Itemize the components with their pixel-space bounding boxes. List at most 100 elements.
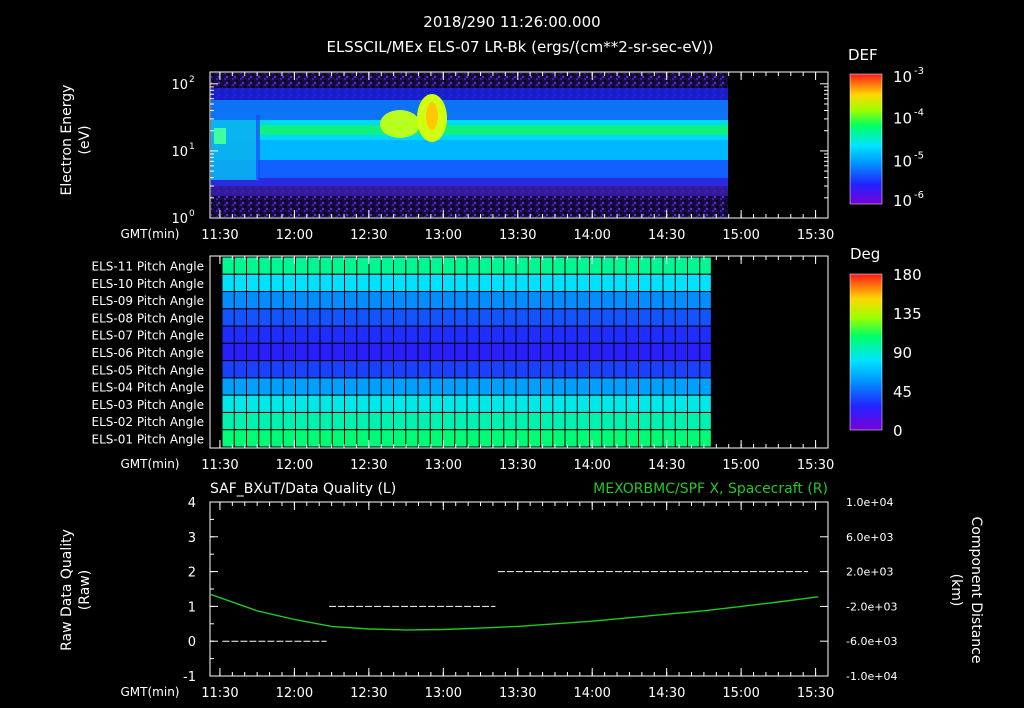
deg-cb-tick-label: 90 xyxy=(893,344,912,362)
x-tick-label: 12:30 xyxy=(350,686,387,701)
x-tick-label: 14:00 xyxy=(573,686,610,701)
def-cb-tick-label: 10 xyxy=(893,68,912,86)
right-y-tick-label: -1.0e+04 xyxy=(846,670,897,683)
left-y-tick-label: 3 xyxy=(188,531,196,546)
energy-y-tick-label: 10 xyxy=(171,145,188,160)
pitch-row-label: ELS-11 Pitch Angle xyxy=(92,260,204,274)
pitch-row-label: ELS-02 Pitch Angle xyxy=(92,415,204,429)
x-tick-label: 13:30 xyxy=(499,458,536,473)
def-cb-tick-label: 10 xyxy=(893,109,912,127)
energy-spectrogram xyxy=(209,71,829,219)
def-cb-tick-exponent: -3 xyxy=(914,66,924,77)
deg-cb-tick-label: 180 xyxy=(893,266,922,284)
energy-y-tick-exponent: 2 xyxy=(189,75,195,85)
pitch-row-label: ELS-08 Pitch Angle xyxy=(92,311,204,325)
pitch-row-label: ELS-06 Pitch Angle xyxy=(92,346,204,360)
energy-y-tick-exponent: 0 xyxy=(189,209,195,219)
x-minor-ticks xyxy=(219,502,829,676)
energy-y-tick-label: 10 xyxy=(171,212,188,227)
def-colorbar-label: DEF xyxy=(848,46,878,64)
left-y-tick-label: 1 xyxy=(188,600,196,615)
x-tick-label: 13:30 xyxy=(499,686,536,701)
time-axis-1: 11:30 12:00 12:30 13:00 13:30 14:00 14:30 15:00… xyxy=(201,72,834,243)
gmt-label-1: GMT(min) xyxy=(121,227,180,241)
x-tick-label: 15:30 xyxy=(797,686,834,701)
time-axis-2: 11:30 12:00 12:30 13:00 13:30 14:00 14:30 15:00… xyxy=(201,256,834,473)
x-tick-label: 12:30 xyxy=(350,228,387,243)
def-cb-tick-label: 10 xyxy=(893,153,912,171)
x-minor-ticks xyxy=(219,72,829,218)
gmt-label-2: GMT(min) xyxy=(121,457,180,471)
x-tick-label: 14:00 xyxy=(573,458,610,473)
x-tick-label: 14:30 xyxy=(648,686,685,701)
x-tick-label: 11:30 xyxy=(201,228,238,243)
x-tick-label: 12:00 xyxy=(276,458,313,473)
pitch-row-label: ELS-09 Pitch Angle xyxy=(92,294,204,308)
data-quality-panel: SAF_BXuT/Data Quality (L) MEXORBMC/SPF X… xyxy=(59,481,984,685)
x-tick-label: 12:00 xyxy=(276,228,313,243)
quality-left-yunits: (Raw) xyxy=(77,570,93,610)
deg-colorbar-label: Deg xyxy=(850,245,880,263)
x-tick-label: 11:30 xyxy=(201,458,238,473)
def-cb-tick-exponent: -6 xyxy=(914,190,924,201)
pitch-row-label: ELS-07 Pitch Angle xyxy=(92,329,204,343)
deg-cb-tick-label: 0 xyxy=(893,422,903,440)
def-colorbar-scale xyxy=(849,73,883,205)
plot-title: ELSSCIL/MEx ELS-07 LR-Bk (ergs/(cm**2-sr… xyxy=(326,38,713,56)
right-y-tick-label: -2.0e+03 xyxy=(846,600,897,613)
def-cb-tick-exponent: -5 xyxy=(914,151,924,162)
x-tick-label: 14:30 xyxy=(648,228,685,243)
x-tick-label: 13:00 xyxy=(425,228,462,243)
x-tick-label: 15:00 xyxy=(722,228,759,243)
left-y-tick-label: 0 xyxy=(188,635,196,650)
def-cb-tick-label: 10 xyxy=(893,192,912,210)
def-cb-tick-exponent: -4 xyxy=(914,107,924,118)
timestamp: 2018/290 11:26:00.000 xyxy=(423,13,600,31)
x-minor-ticks xyxy=(219,256,829,448)
x-tick-label: 13:30 xyxy=(499,228,536,243)
def-colorbar: DEF 10-310-410-510-6 xyxy=(848,46,924,210)
pitch-row-label: ELS-04 Pitch Angle xyxy=(92,381,204,395)
energy-y-tick-exponent: 1 xyxy=(189,142,195,152)
left-y-tick-label: -1 xyxy=(183,670,196,685)
right-y-tick-label: 2.0e+03 xyxy=(846,566,893,579)
x-tick-label: 13:00 xyxy=(425,686,462,701)
pitch-angle-panel: ELS-11 Pitch Angle ELS-10 Pitch Angle ELS-… xyxy=(92,255,829,449)
x-tick-label: 14:30 xyxy=(648,458,685,473)
pitch-row-label: ELS-01 Pitch Angle xyxy=(92,432,204,446)
deg-cb-tick-label: 135 xyxy=(893,305,922,323)
x-tick-label: 13:00 xyxy=(425,458,462,473)
spectrogram-image xyxy=(211,73,728,217)
pitch-row-label: ELS-05 Pitch Angle xyxy=(92,363,204,377)
deg-colorbar: Deg 180 135 90 45 0 xyxy=(849,245,922,440)
gmt-label-3: GMT(min) xyxy=(121,685,180,699)
left-y-tick-label: 2 xyxy=(188,566,196,581)
quality-left-ylabel: Raw Data Quality xyxy=(59,529,75,651)
x-tick-label: 12:00 xyxy=(276,686,313,701)
x-tick-label: 12:30 xyxy=(350,458,387,473)
deg-cb-tick-label: 45 xyxy=(893,383,912,401)
x-tick-label: 15:00 xyxy=(722,458,759,473)
time-axis-3: 11:30 12:00 12:30 13:00 13:30 14:00 14:30 15:00… xyxy=(201,502,834,701)
deg-colorbar-scale xyxy=(849,273,883,431)
x-tick-label: 15:00 xyxy=(722,686,759,701)
quality-right-yunits: (km) xyxy=(948,574,964,607)
x-tick-label: 14:00 xyxy=(573,228,610,243)
x-tick-label: 15:30 xyxy=(797,228,834,243)
left-y-tick-label: 4 xyxy=(188,496,196,511)
pitch-row-label: ELS-03 Pitch Angle xyxy=(92,398,204,412)
left-panel-title: SAF_BXuT/Data Quality (L) xyxy=(210,481,396,497)
energy-ylabel: Electron Energy xyxy=(59,85,75,196)
spacecraft-x-line xyxy=(209,593,819,631)
right-y-tick-label: -6.0e+03 xyxy=(846,635,897,648)
pitch-row-label: ELS-10 Pitch Angle xyxy=(92,277,204,291)
quality-frame xyxy=(209,501,829,677)
energy-y-tick-label: 10 xyxy=(171,78,188,93)
x-tick-label: 15:30 xyxy=(797,458,834,473)
right-y-tick-label: 1.0e+04 xyxy=(846,496,893,509)
right-panel-title: MEXORBMC/SPF X, Spacecraft (R) xyxy=(593,481,828,497)
x-tick-label: 11:30 xyxy=(201,686,238,701)
quality-right-ylabel: Component Distance xyxy=(968,517,984,664)
